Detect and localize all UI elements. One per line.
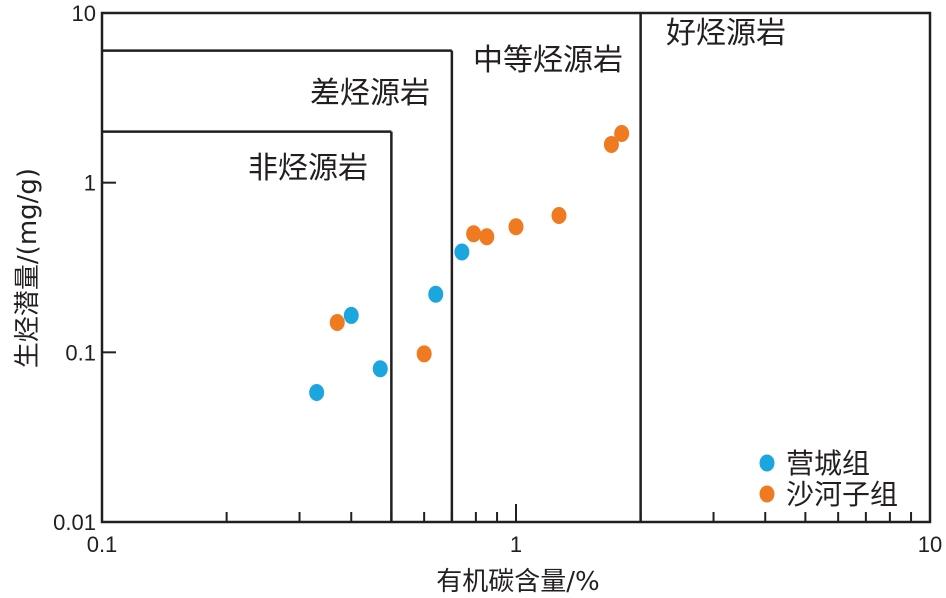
data-points xyxy=(309,124,630,401)
data-point-shahezi xyxy=(416,345,432,363)
data-point-yingcheng xyxy=(372,360,388,378)
axis-ticks xyxy=(101,12,931,523)
region-labels: 非烃源岩 差烃源岩 中等烃源岩 好烃源岩 xyxy=(248,16,786,186)
data-point-shahezi xyxy=(329,313,345,331)
region-label: 差烃源岩 xyxy=(310,76,430,111)
data-point-shahezi xyxy=(508,218,524,236)
legend-marker xyxy=(759,454,775,472)
y-axis-title: 生烃潜量/(mg/g) xyxy=(13,168,43,368)
data-point-yingcheng xyxy=(309,383,325,401)
region-label: 中等烃源岩 xyxy=(473,43,623,78)
x-tick-label: 0.1 xyxy=(87,532,118,557)
data-point-yingcheng xyxy=(343,306,359,324)
x-tick-label: 1 xyxy=(510,532,522,557)
legend-label: 营城组 xyxy=(786,447,870,480)
y-tick-label: 10 xyxy=(72,1,96,26)
data-point-yingcheng xyxy=(454,243,470,261)
data-point-shahezi xyxy=(603,135,619,153)
x-tick-label: 10 xyxy=(918,532,942,557)
x-axis-title: 有机碳含量/% xyxy=(436,567,599,597)
plot-frame xyxy=(100,11,932,524)
y-tick-label: 0.01 xyxy=(53,510,96,535)
data-point-shahezi xyxy=(551,207,567,225)
region-label: 好烃源岩 xyxy=(666,16,786,51)
data-point-shahezi xyxy=(614,124,630,142)
region-boundaries xyxy=(102,13,642,522)
y-tick-label: 1 xyxy=(84,171,96,196)
y-tick-label: 0.1 xyxy=(65,340,96,365)
data-point-shahezi xyxy=(479,228,495,246)
data-point-shahezi xyxy=(466,225,482,243)
data-point-yingcheng xyxy=(428,285,444,303)
region-label: 非烃源岩 xyxy=(248,151,368,186)
legend-label: 沙河子组 xyxy=(786,478,898,511)
legend-marker xyxy=(759,485,775,503)
